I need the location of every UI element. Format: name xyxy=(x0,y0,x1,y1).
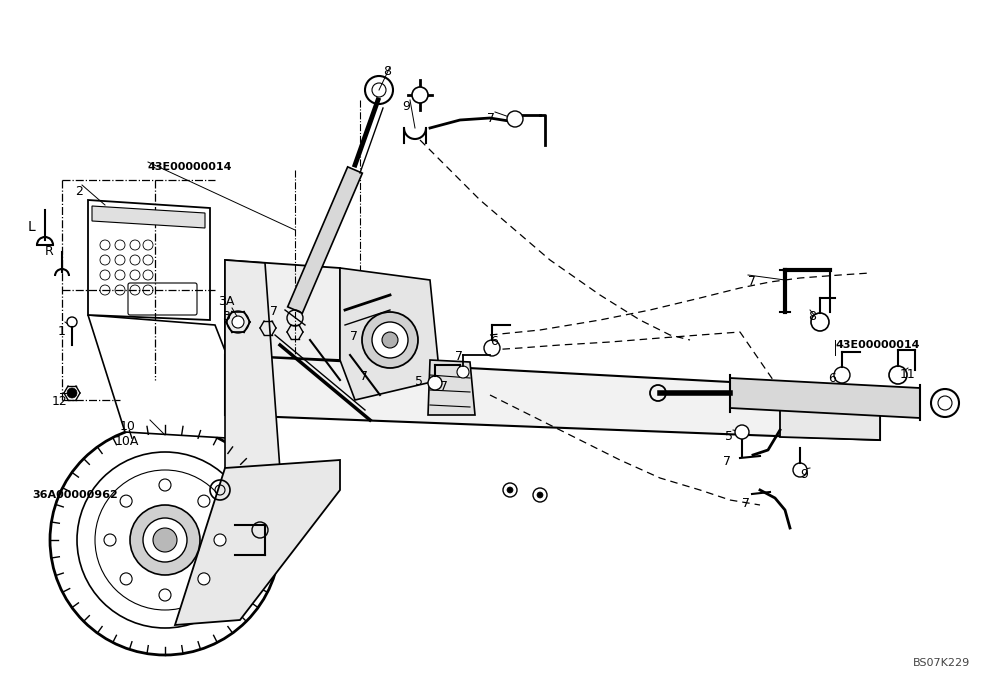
Text: 36A00000962: 36A00000962 xyxy=(32,490,118,500)
Text: 7: 7 xyxy=(742,497,750,510)
Text: 10A: 10A xyxy=(115,435,139,448)
Circle shape xyxy=(104,534,116,546)
Text: 7: 7 xyxy=(723,455,731,468)
Text: 6: 6 xyxy=(490,335,498,348)
Text: 8: 8 xyxy=(808,310,816,323)
Circle shape xyxy=(457,366,469,378)
Circle shape xyxy=(198,573,210,585)
Text: 43E00000014: 43E00000014 xyxy=(148,162,232,172)
Text: 11: 11 xyxy=(900,368,916,381)
Circle shape xyxy=(372,322,408,358)
Polygon shape xyxy=(88,315,260,440)
Polygon shape xyxy=(92,206,205,228)
Circle shape xyxy=(382,332,398,348)
Circle shape xyxy=(159,479,171,491)
Text: 7: 7 xyxy=(270,305,278,318)
Text: 7: 7 xyxy=(748,275,756,288)
Text: 5: 5 xyxy=(725,430,733,443)
Text: 9: 9 xyxy=(800,468,808,481)
Text: 7: 7 xyxy=(350,330,358,343)
Circle shape xyxy=(120,495,132,507)
Text: 9: 9 xyxy=(402,100,410,113)
Circle shape xyxy=(412,87,428,103)
Text: 6: 6 xyxy=(828,372,836,385)
Text: 2: 2 xyxy=(75,185,83,198)
Text: 1: 1 xyxy=(58,325,66,338)
Circle shape xyxy=(50,425,280,655)
Circle shape xyxy=(503,483,517,497)
Circle shape xyxy=(533,488,547,502)
Text: 7: 7 xyxy=(360,370,368,383)
Polygon shape xyxy=(225,355,880,440)
Circle shape xyxy=(130,505,200,575)
Polygon shape xyxy=(225,260,340,360)
Polygon shape xyxy=(288,167,362,313)
Circle shape xyxy=(198,495,210,507)
Circle shape xyxy=(811,313,829,331)
Circle shape xyxy=(889,366,907,384)
Text: 7: 7 xyxy=(455,350,463,363)
Circle shape xyxy=(537,492,543,498)
Circle shape xyxy=(428,376,442,390)
Circle shape xyxy=(159,589,171,601)
Text: 5: 5 xyxy=(415,375,423,388)
Text: 3: 3 xyxy=(222,310,230,323)
Circle shape xyxy=(834,367,850,383)
Polygon shape xyxy=(340,268,440,400)
Circle shape xyxy=(793,463,807,477)
Circle shape xyxy=(214,534,226,546)
Text: 7: 7 xyxy=(487,112,495,125)
Circle shape xyxy=(143,518,187,562)
Polygon shape xyxy=(175,460,340,625)
Circle shape xyxy=(67,388,77,398)
Polygon shape xyxy=(225,260,280,470)
Text: BS07K229: BS07K229 xyxy=(913,658,970,668)
Circle shape xyxy=(362,312,418,368)
Polygon shape xyxy=(428,360,475,415)
Text: 10: 10 xyxy=(120,420,136,433)
Text: 3A: 3A xyxy=(218,295,234,308)
Polygon shape xyxy=(88,200,210,320)
Circle shape xyxy=(507,487,513,493)
Text: 8: 8 xyxy=(383,65,391,78)
Circle shape xyxy=(484,340,500,356)
Text: L: L xyxy=(28,220,36,234)
Polygon shape xyxy=(730,378,920,418)
Circle shape xyxy=(120,573,132,585)
Text: R: R xyxy=(45,245,54,258)
Text: 7: 7 xyxy=(440,380,448,393)
Circle shape xyxy=(507,111,523,127)
Circle shape xyxy=(735,425,749,439)
Text: 43E00000014: 43E00000014 xyxy=(835,340,920,350)
Circle shape xyxy=(232,316,244,328)
Circle shape xyxy=(153,528,177,552)
Circle shape xyxy=(67,317,77,327)
Text: 12: 12 xyxy=(52,395,68,408)
Polygon shape xyxy=(780,385,880,440)
